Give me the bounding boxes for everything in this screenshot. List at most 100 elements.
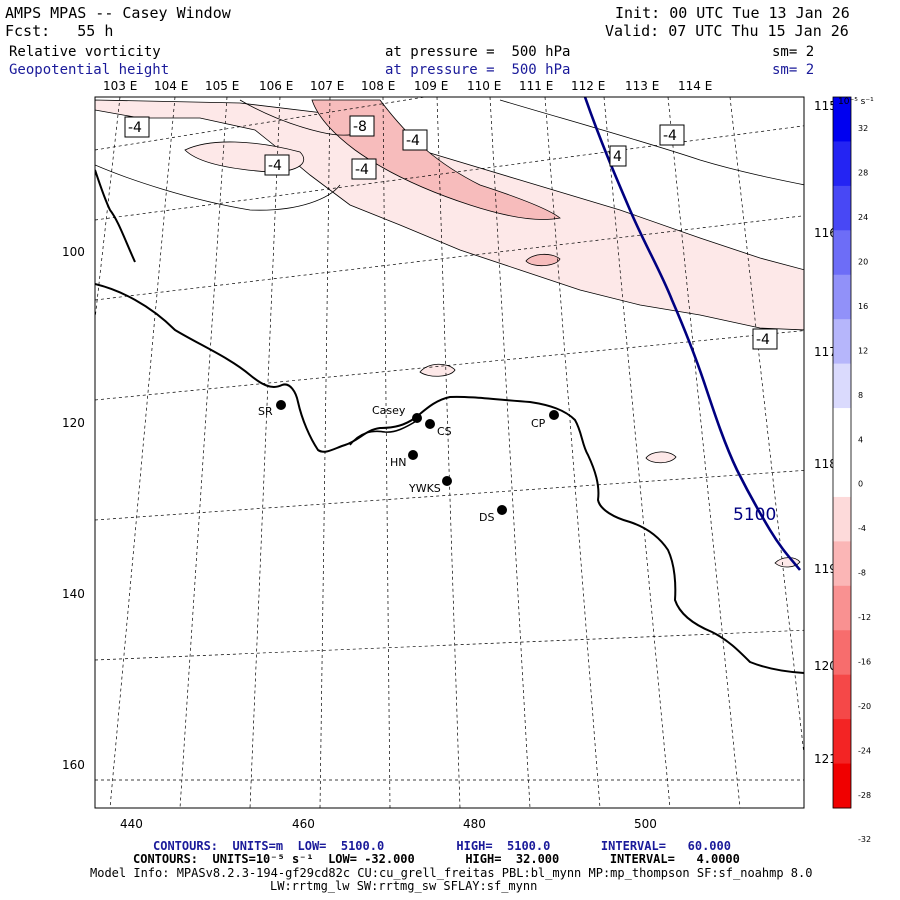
y-axis-tick-label: 160 <box>62 758 85 772</box>
y-axis-tick-label: 140 <box>62 587 85 601</box>
longitude-label-top: 109 E <box>414 79 448 93</box>
parallel-line <box>95 125 804 221</box>
colorbar-segment <box>833 408 851 453</box>
colorbar-segment <box>833 363 851 409</box>
field-name-height: Geopotential height <box>9 62 170 78</box>
fcst-label: Fcst: <box>5 22 51 40</box>
meridian-line <box>544 97 601 808</box>
meridian-line <box>729 97 804 758</box>
parallel-line <box>95 330 804 401</box>
colorbar-segment <box>833 230 851 276</box>
vorticity-label: 4 <box>613 149 622 165</box>
colorbar-segment <box>833 541 851 587</box>
footer-model-info: Model Info: MPASv8.2.3-194-gf29cd82c CU:… <box>90 866 813 880</box>
pressure-level-vorticity: at pressure = 500 hPa <box>385 44 570 60</box>
longitude-label-top: 112 E <box>571 79 605 93</box>
colorbar-tick-label: 4 <box>858 435 863 444</box>
colorbar-tick-label: -16 <box>858 657 871 666</box>
forecast-label: Fcst: 55 h <box>5 23 113 39</box>
valid-time: Valid: 07 UTC Thu 15 Jan 26 <box>605 23 849 39</box>
parallel-line <box>95 215 804 301</box>
meridian-line <box>249 97 281 808</box>
colorbar-tick-label: -32 <box>858 835 871 844</box>
vorticity-label-box <box>609 145 627 167</box>
meridian-line <box>382 97 391 808</box>
station-marker <box>425 419 435 429</box>
colorbar-unit: 10⁻⁵ s⁻¹ <box>838 97 874 107</box>
meridian-line <box>436 97 461 808</box>
vorticity-label: -4 <box>268 158 282 174</box>
coastline <box>95 283 804 674</box>
vorticity-label: -4 <box>128 120 142 136</box>
parallel-line <box>95 629 804 661</box>
station-label: CS <box>437 425 452 438</box>
y-axis-tick-label: 100 <box>62 245 85 259</box>
longitude-label-top: 107 E <box>310 79 344 93</box>
vorticity-spot-3 <box>645 451 677 464</box>
vorticity-label: -4 <box>355 162 369 178</box>
colorbar-tick-label: -24 <box>858 746 871 755</box>
vorticity-contour-line <box>499 99 804 186</box>
station-marker <box>442 476 452 486</box>
colorbar-tick-label: -4 <box>858 524 866 533</box>
smoothing-height: sm= 2 <box>772 62 815 78</box>
station-marker <box>412 413 422 423</box>
valid-label: Valid: <box>605 22 660 40</box>
vorticity-label-box <box>659 124 685 146</box>
vorticity-label-box <box>752 328 778 350</box>
plot-frame <box>94 96 805 809</box>
colorbar-tick-label: 8 <box>858 391 863 400</box>
init-value: 00 UTC Tue 13 Jan 26 <box>669 4 850 22</box>
station-marker <box>549 410 559 420</box>
station-label: SR <box>258 405 273 418</box>
vorticity-label-box <box>264 154 290 176</box>
vorticity-label: -4 <box>663 128 677 144</box>
colorbar-tick-label: -8 <box>858 569 866 578</box>
meridian-line <box>667 97 741 808</box>
vorticity-contour-line <box>95 164 341 211</box>
station-label: DS <box>479 511 494 524</box>
height-contour-label: 5100 <box>733 505 776 525</box>
init-label: Init: <box>615 4 661 22</box>
vorticity-spot-2 <box>419 363 456 377</box>
colorbar-tick-label: 24 <box>858 213 868 222</box>
height-contour-5100 <box>583 97 802 571</box>
footer-vorticity-contours: CONTOURS: UNITS=10⁻⁵ s⁻¹ LOW= -32.000 HI… <box>133 852 740 866</box>
colorbar-segment <box>833 97 851 142</box>
colorbar-segment <box>833 674 851 720</box>
vorticity-label: -4 <box>406 133 420 149</box>
pressure2-label: at pressure = <box>385 62 495 78</box>
footer-model-info-2: LW:rrtmg_lw SW:rrtmg_sw SFLAY:sf_mynn <box>270 879 538 893</box>
station-marker <box>408 450 418 460</box>
x-axis-tick-label: 480 <box>463 817 486 831</box>
colorbar-tick-label: 12 <box>858 346 868 355</box>
colorbar-segment <box>833 585 851 631</box>
colorbar-segment <box>833 763 851 809</box>
meridian-line <box>109 97 176 808</box>
longitude-label-top: 106 E <box>259 79 293 93</box>
colorbar-tick-label: -12 <box>858 613 871 622</box>
colorbar-frame <box>832 96 852 809</box>
vorticity-band-main <box>95 99 804 331</box>
y-axis-tick-label: 120 <box>62 416 85 430</box>
colorbar-segment <box>833 630 851 676</box>
parallel-line <box>95 97 427 151</box>
vorticity-label-box <box>124 116 150 138</box>
colorbar-tick-label: 28 <box>858 169 868 178</box>
smoothing-vorticity: sm= 2 <box>772 44 815 60</box>
longitude-label-top: 113 E <box>625 79 659 93</box>
station-label: CP <box>531 417 546 430</box>
pressure2-value: 500 hPa <box>511 62 571 78</box>
init-time: Init: 00 UTC Tue 13 Jan 26 <box>615 5 850 21</box>
footer-height-contours: CONTOURS: UNITS=m LOW= 5100.0 HIGH= 5100… <box>153 839 731 853</box>
station-label: Casey <box>372 404 406 417</box>
longitude-label-top: 103 E <box>103 79 137 93</box>
longitude-label-top: 105 E <box>205 79 239 93</box>
longitude-label-top: 114 E <box>678 79 712 93</box>
vorticity-label-box <box>349 115 375 137</box>
vorticity-spot-1 <box>525 253 561 267</box>
vorticity-spot-4 <box>774 557 801 568</box>
colorbar-tick-label: -20 <box>858 702 871 711</box>
colorbar-segment <box>833 141 851 187</box>
